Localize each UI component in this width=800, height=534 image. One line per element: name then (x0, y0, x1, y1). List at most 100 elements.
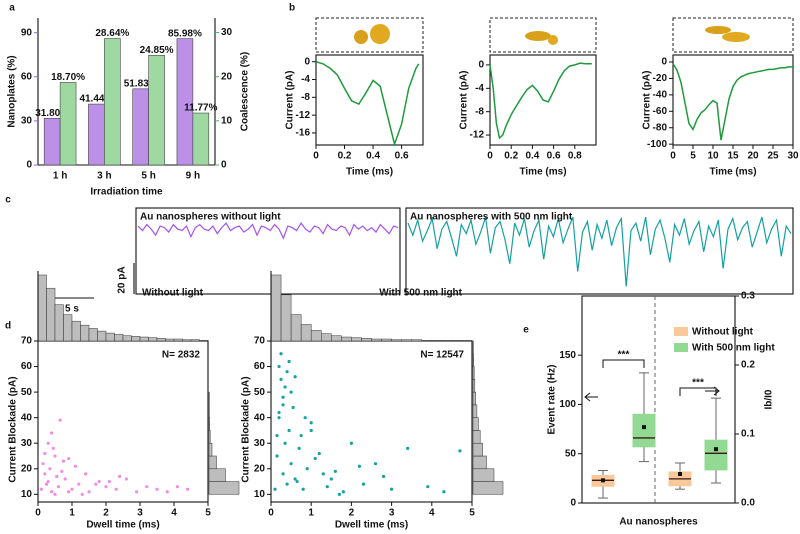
x-tick-label: 0 (35, 508, 41, 519)
y2-axis-label: Ib/I0 (764, 389, 775, 409)
scatter-point (46, 479, 50, 484)
value-label: 11.77% (184, 103, 217, 114)
y-tick-label: -80 (653, 122, 668, 133)
x-histogram-bar (461, 340, 473, 342)
mean (601, 478, 605, 483)
x-tick-label: 9 h (186, 171, 200, 182)
scatter-point (124, 477, 128, 481)
y2-axis-label: Coalescence (%) (240, 52, 251, 131)
y-histogram-bar (208, 417, 210, 431)
x-tick-label: 30 (787, 151, 799, 162)
box (704, 439, 728, 471)
x-histogram-bar (37, 274, 47, 342)
y-tick-label: -12 (470, 130, 485, 141)
scatter-point (305, 467, 309, 471)
scatter-point (321, 472, 325, 476)
x-histogram-bar (122, 335, 132, 342)
x-tick-label: 0.8 (568, 151, 582, 162)
y-axis-label: Current (pA) (285, 71, 296, 130)
bar (104, 38, 121, 166)
y-histogram-bar (472, 481, 504, 495)
scatter-point (46, 441, 50, 445)
x-histogram-bar (46, 287, 56, 342)
bar (59, 82, 77, 166)
significance-bracket (602, 359, 645, 368)
scatter-point (309, 421, 313, 425)
y-tick-label: 40 (21, 412, 33, 423)
x-tick-label: 4 (429, 508, 435, 519)
x-histogram-bar (310, 330, 322, 342)
scatter-point (67, 490, 71, 494)
arrow (584, 392, 598, 402)
plot-frame (270, 340, 473, 503)
y-tick-label: -60 (653, 106, 668, 117)
y-histogram-bar (472, 366, 475, 380)
x-histogram-bar (341, 336, 352, 342)
value-label: 51.83% (124, 78, 158, 89)
scatter-point (426, 485, 430, 489)
scatter-point (70, 487, 74, 491)
x-tick-label: 5 h (141, 171, 155, 182)
trace-title: Au nanospheres without light (140, 212, 281, 223)
scatter-point (301, 487, 305, 491)
current-trace (407, 216, 792, 287)
y-tick-label: 20 (254, 463, 266, 474)
x-tick-label: 0 (670, 151, 676, 162)
x-histogram-bar (63, 314, 73, 342)
legend-label: With 500 nm light (692, 343, 775, 354)
x-tick-label: 0.4 (525, 151, 539, 162)
box (632, 413, 656, 448)
legend-label: Without light (692, 327, 754, 338)
x-histogram-bar (97, 330, 107, 342)
plot-frame (581, 295, 736, 504)
scatter-point (43, 472, 47, 476)
scatter-point (373, 462, 378, 466)
scatter-point (273, 487, 277, 491)
scatter-point (361, 482, 366, 486)
x-tick-label: 0 (313, 151, 319, 162)
scatter-point (281, 403, 285, 407)
panel-label: d (5, 321, 11, 332)
y-histogram-bar (208, 455, 217, 470)
y-tick-label: 20 (21, 463, 33, 474)
scatter-point (39, 487, 44, 491)
scatter-point (77, 482, 81, 486)
scatter-point (303, 416, 307, 420)
scatter-point (41, 462, 45, 466)
scatter-point (114, 487, 118, 491)
scatter-point (145, 485, 149, 489)
current-trace (137, 222, 399, 240)
x-axis-label: Time (ms) (709, 167, 756, 178)
y-tick-label: -12 (296, 110, 311, 121)
bar (132, 88, 149, 166)
x-histogram-bar (351, 337, 362, 342)
x-histogram-bar (401, 339, 412, 342)
scatter-point (56, 485, 61, 489)
y-tick-label: 30 (254, 438, 266, 449)
scatter-point (329, 477, 333, 481)
y-histogram-bar (208, 481, 240, 495)
x-histogram-bar (173, 338, 183, 342)
bar (192, 112, 210, 166)
y-histogram-bar (472, 455, 487, 470)
scatter-point (285, 370, 289, 374)
x-tick-label: 0 (487, 151, 493, 162)
y2-tick-label: 20 (221, 71, 233, 82)
y-tick-label: 90 (21, 27, 33, 38)
x-tick-label: 1 h (53, 171, 67, 182)
scatter-point (53, 492, 57, 496)
scatter-point (277, 364, 281, 369)
count-annotation: N= 2832 (162, 350, 201, 361)
x-tick-label: 2 (349, 508, 355, 519)
scatter-point (186, 487, 190, 491)
arrow (705, 386, 720, 396)
scatter-point (104, 485, 108, 489)
x-tick-label: 15 (727, 151, 739, 162)
value-label: 18.70% (51, 72, 85, 83)
scatter-point (285, 482, 289, 486)
y-tick-label: 30 (21, 438, 33, 449)
scatter-point (53, 454, 57, 458)
x-tick-label: 3 (137, 508, 143, 519)
value-label: 24.85% (140, 45, 174, 56)
